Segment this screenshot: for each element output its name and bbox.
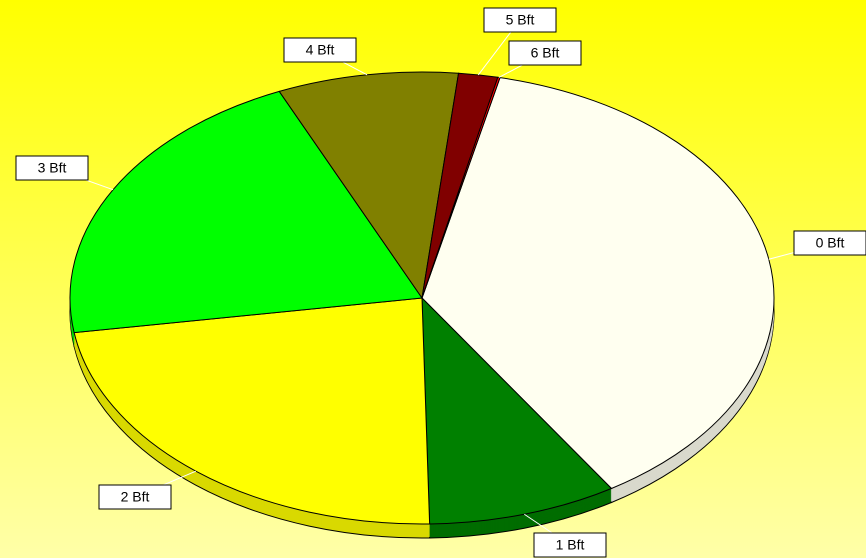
slice-label: 1 Bft bbox=[556, 537, 585, 553]
slice bbox=[278, 71, 460, 300]
slice-label: 4 Bft bbox=[306, 42, 335, 58]
label-box bbox=[98, 484, 172, 510]
label-box bbox=[793, 230, 866, 256]
label-box bbox=[283, 37, 357, 63]
label-box bbox=[533, 532, 607, 558]
slice-label: 5 Bft bbox=[506, 12, 535, 28]
slice bbox=[421, 296, 613, 525]
label-box bbox=[483, 7, 557, 33]
label-box bbox=[15, 155, 89, 181]
slice-label: 3 Bft bbox=[38, 160, 67, 176]
slice-label: 2 Bft bbox=[121, 489, 150, 505]
label-box bbox=[508, 40, 582, 66]
slice-label: 0 Bft bbox=[816, 235, 845, 251]
slice-label: 6 Bft bbox=[531, 45, 560, 61]
slice bbox=[73, 297, 431, 525]
